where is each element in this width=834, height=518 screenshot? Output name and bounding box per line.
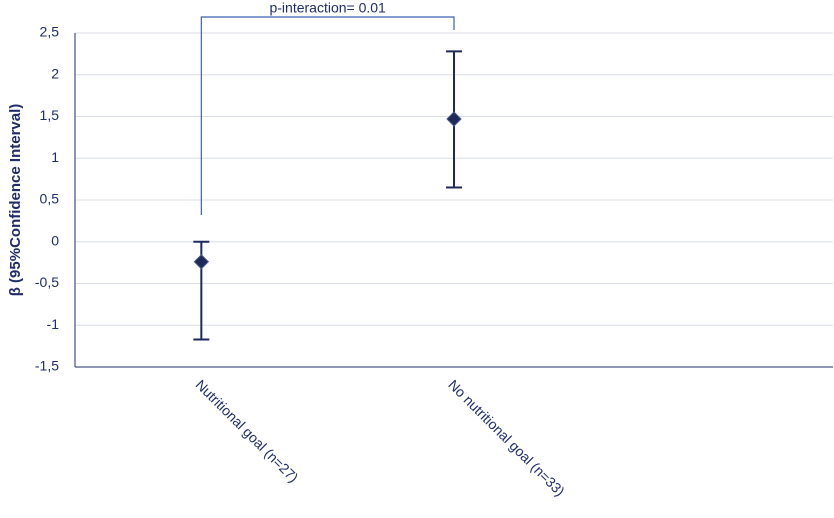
y-tick-label: 1 — [51, 149, 59, 165]
point — [446, 111, 462, 127]
y-tick-label: 2,5 — [40, 24, 60, 40]
y-tick-label: 0,5 — [40, 191, 60, 207]
y-axis-label: β (95%Confidence Interval) — [7, 104, 24, 297]
bracket — [200, 16, 455, 215]
x-tick-label: Nutritional goal (n=27) — [193, 376, 302, 485]
y-tick-label: 1,5 — [40, 107, 60, 123]
y-tick-label: -1 — [47, 316, 60, 332]
x-tick-label: No nutritional goal (n=33) — [445, 376, 568, 499]
y-tick-label: 0 — [51, 232, 59, 248]
annotation: p-interaction= 0.01 — [269, 0, 386, 16]
y-tick-label: 2 — [51, 65, 59, 81]
y-tick-label: -1,5 — [35, 358, 59, 374]
y-tick-label: -0,5 — [35, 274, 59, 290]
point — [193, 254, 210, 270]
